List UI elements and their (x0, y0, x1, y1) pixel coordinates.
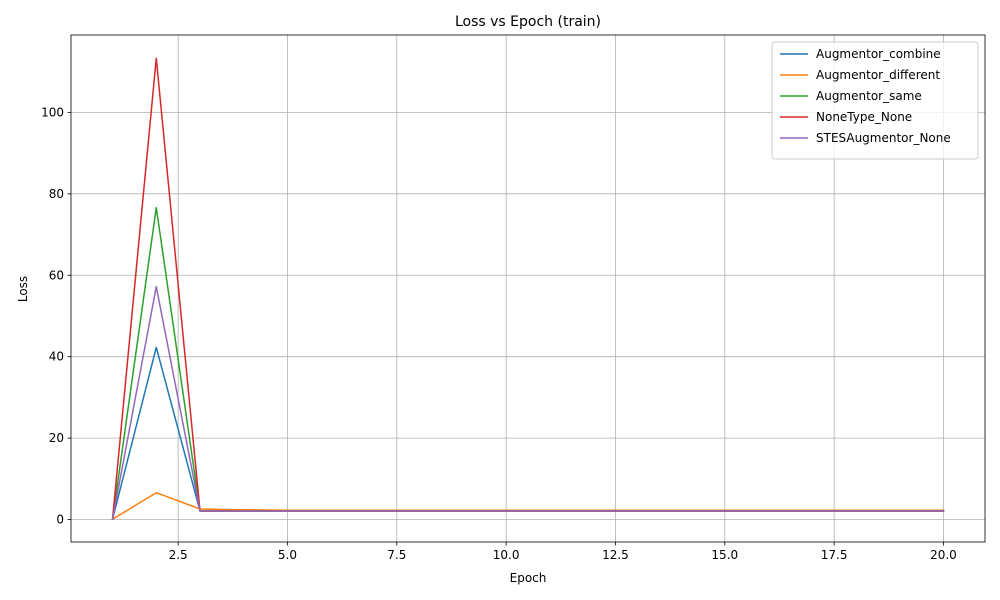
x-axis: 2.5 5.0 7.5 10.0 12.5 15.0 17.5 20.0 (169, 542, 957, 562)
x-tick-label: 2.5 (169, 548, 188, 562)
chart-title: Loss vs Epoch (train) (455, 14, 601, 30)
legend-label: STESAugmentor_None (816, 131, 951, 145)
y-tick-label: 40 (49, 350, 64, 364)
legend-label: NoneType_None (816, 110, 912, 124)
x-tick-label: 17.5 (821, 548, 848, 562)
series-line-augmentor-different (111, 491, 945, 521)
x-tick-label: 20.0 (930, 548, 957, 562)
legend-box (771, 41, 979, 160)
y-tick-label: 80 (49, 187, 64, 201)
plot-frame (70, 34, 986, 543)
x-tick-label: 5.0 (278, 548, 297, 562)
y-tick-label: 0 (56, 513, 64, 527)
y-tick-label: 20 (49, 431, 64, 445)
x-axis-title: Epoch (510, 571, 547, 585)
legend-label: Augmentor_same (816, 89, 922, 103)
series-line-stesaugmentor-none (111, 285, 945, 521)
y-tick-label: 60 (49, 268, 64, 282)
x-tick-label: 12.5 (602, 548, 629, 562)
legend-label: Augmentor_different (816, 68, 940, 82)
x-tick-label: 7.5 (387, 548, 406, 562)
series-layer (111, 57, 945, 521)
y-axis-title: Loss (16, 276, 30, 302)
legend-label: Augmentor_combine (816, 47, 941, 61)
x-tick-label: 15.0 (711, 548, 738, 562)
y-axis: 0 20 40 60 80 100 (41, 105, 71, 527)
x-tick-label: 10.0 (493, 548, 520, 562)
y-tick-label: 100 (41, 105, 64, 119)
legend: Augmentor_combine Augmentor_different Augm… (771, 41, 979, 160)
